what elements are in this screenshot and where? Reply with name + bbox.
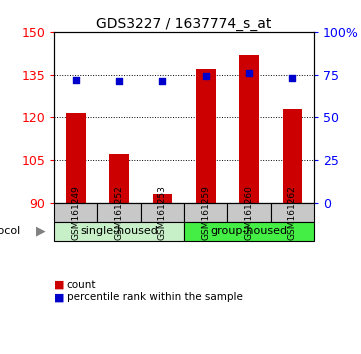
Bar bbox=[109, 154, 129, 203]
Text: ■: ■ bbox=[54, 292, 65, 302]
Text: ■: ■ bbox=[54, 280, 65, 290]
Bar bbox=[227, 203, 271, 222]
Text: protocol: protocol bbox=[0, 226, 20, 236]
Point bbox=[246, 70, 252, 76]
Bar bbox=[271, 203, 314, 222]
Bar bbox=[54, 222, 184, 241]
Bar bbox=[283, 109, 302, 203]
Point bbox=[160, 79, 165, 84]
Text: ▶: ▶ bbox=[36, 225, 46, 238]
Text: count: count bbox=[67, 280, 96, 290]
Text: GSM161249: GSM161249 bbox=[71, 185, 80, 240]
Point bbox=[73, 77, 79, 82]
Bar bbox=[239, 55, 259, 203]
Text: GSM161262: GSM161262 bbox=[288, 185, 297, 240]
Bar bbox=[184, 203, 227, 222]
Text: GSM161259: GSM161259 bbox=[201, 185, 210, 240]
Bar bbox=[97, 203, 141, 222]
Bar bbox=[141, 203, 184, 222]
Text: group-housed: group-housed bbox=[210, 226, 288, 236]
Point bbox=[290, 75, 295, 81]
Point bbox=[116, 79, 122, 84]
Bar bbox=[54, 203, 97, 222]
Text: percentile rank within the sample: percentile rank within the sample bbox=[67, 292, 243, 302]
Text: single-housed: single-housed bbox=[80, 226, 158, 236]
Text: GSM161252: GSM161252 bbox=[115, 185, 123, 240]
Text: GSM161260: GSM161260 bbox=[245, 185, 253, 240]
Bar bbox=[196, 69, 216, 203]
Bar bbox=[184, 222, 314, 241]
Title: GDS3227 / 1637774_s_at: GDS3227 / 1637774_s_at bbox=[96, 17, 272, 31]
Bar bbox=[66, 113, 86, 203]
Point bbox=[203, 74, 209, 79]
Bar bbox=[153, 194, 172, 203]
Text: GSM161253: GSM161253 bbox=[158, 185, 167, 240]
